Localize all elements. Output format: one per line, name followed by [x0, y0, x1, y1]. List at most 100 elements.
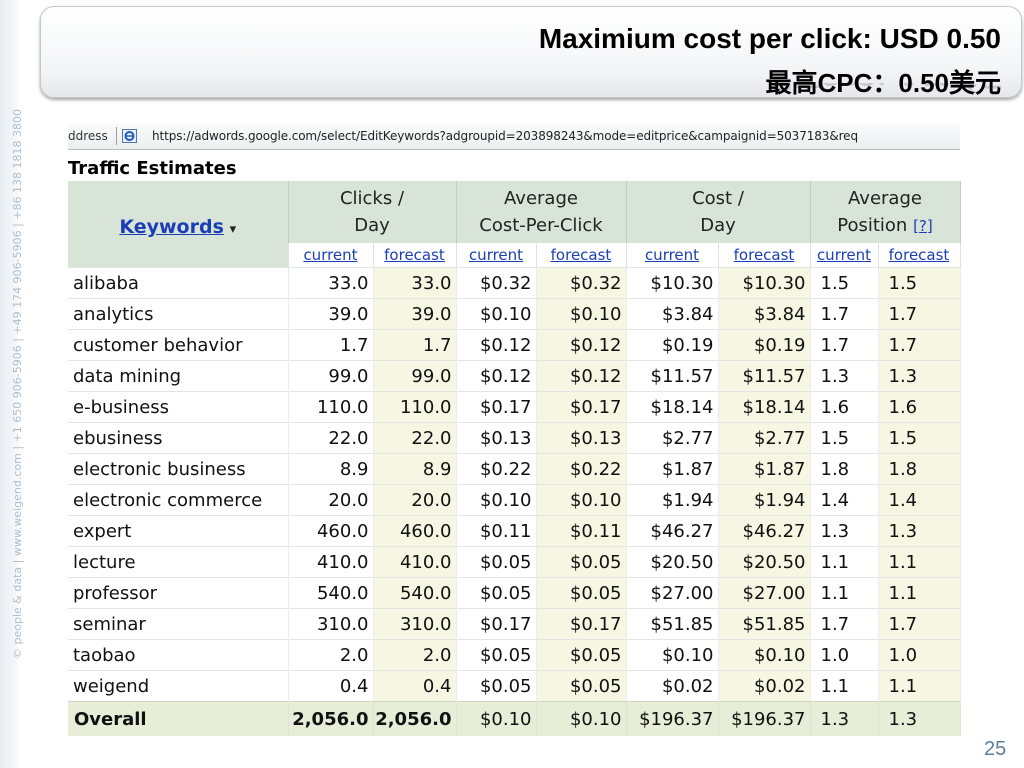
- cpc-current-cell: $0.11: [456, 515, 537, 547]
- clicks-forecast-link[interactable]: forecast: [384, 246, 445, 264]
- cpc-forecast-cell: $0.17: [536, 391, 627, 423]
- position-current-cell: 1.3: [810, 360, 879, 392]
- browser-address-bar: ddress https://adwords.google.com/select…: [68, 124, 960, 150]
- position-forecast-cell: 1.1: [878, 577, 961, 609]
- clicks-forecast-cell: 1.7: [373, 329, 457, 361]
- cost-header-line1: Cost /: [692, 188, 744, 209]
- cpc-forecast-cell: $0.12: [536, 360, 627, 392]
- cpc-current-link[interactable]: current: [468, 246, 524, 264]
- position-current-cell: 1.5: [810, 422, 879, 454]
- clicks-forecast-cell: 99.0: [373, 360, 457, 392]
- address-url: https://adwords.google.com/select/EditKe…: [152, 129, 858, 143]
- slide-title: Maximium cost per click: USD 0.50: [538, 23, 1001, 54]
- position-forecast-cell: 1.7: [878, 608, 961, 640]
- keyword-cell: expert: [68, 515, 289, 547]
- cost-current-cell: $46.27: [626, 515, 719, 547]
- position-forecast-cell: 1.1: [878, 546, 961, 578]
- subheader-cost-forecast: forecast: [718, 243, 811, 268]
- clicks-forecast-cell: 22.0: [373, 422, 457, 454]
- cpc-current-cell: $0.12: [456, 360, 537, 392]
- cpc-forecast-cell: $0.32: [536, 267, 627, 299]
- cost-current-cell: $11.57: [626, 360, 719, 392]
- table-row: taobao 2.0 2.0 $0.05 $0.05 $0.10 $0.10 1.0 1.0: [68, 639, 961, 671]
- address-label: ddress: [68, 129, 108, 143]
- table-row: professor 540.0 540.0 $0.05 $0.05 $27.00 $27.0…: [68, 577, 961, 609]
- cost-forecast-cell: $20.50: [718, 546, 811, 578]
- keyword-cell: electronic business: [68, 453, 289, 485]
- clicks-forecast-cell: 460.0: [373, 515, 457, 547]
- position-current-cell: 1.1: [810, 670, 879, 702]
- position-header-line1: Average: [848, 187, 922, 209]
- position-forecast-cell: 1.7: [878, 298, 961, 330]
- clicks-forecast-cell: 8.9: [373, 453, 457, 485]
- cpc-forecast-cell: $0.05: [536, 577, 627, 609]
- subheader-clicks-current: current: [288, 243, 374, 268]
- position-forecast-cell: 1.5: [878, 422, 961, 454]
- overall-label: Overall: [68, 701, 289, 736]
- cpc-forecast-cell: $0.05: [536, 639, 627, 671]
- position-current-cell: 1.8: [810, 453, 879, 485]
- cost-current-cell: $51.85: [626, 608, 719, 640]
- title-banner: Maximium cost per click: USD 0.50 最高CPC：…: [40, 6, 1022, 98]
- cpc-forecast-cell: $0.05: [536, 546, 627, 578]
- cost-current-link[interactable]: current: [644, 246, 700, 264]
- keyword-cell: alibaba: [68, 267, 289, 299]
- clicks-current-cell: 410.0: [288, 546, 374, 578]
- cpc-forecast-cell: $0.17: [536, 608, 627, 640]
- position-forecast-cell: 1.6: [878, 391, 961, 423]
- keyword-cell: customer behavior: [68, 329, 289, 361]
- clicks-forecast-cell: 110.0: [373, 391, 457, 423]
- cost-current-cell: $1.94: [626, 484, 719, 516]
- clicks-current-cell: 310.0: [288, 608, 374, 640]
- keyword-cell: electronic commerce: [68, 484, 289, 516]
- position-current-cell: 1.1: [810, 577, 879, 609]
- overall-cost-current: $196.37: [626, 701, 719, 736]
- cpc-header-line1: Average: [504, 188, 578, 209]
- cost-current-cell: $18.14: [626, 391, 719, 423]
- clicks-current-cell: 99.0: [288, 360, 374, 392]
- overall-clicks-forecast: 2,056.0: [373, 701, 457, 736]
- position-current-cell: 1.7: [810, 608, 879, 640]
- cost-current-cell: $20.50: [626, 546, 719, 578]
- clicks-forecast-cell: 39.0: [373, 298, 457, 330]
- position-forecast-link[interactable]: forecast: [888, 246, 950, 264]
- copyright-side-text: © people & data | www.weigend.com | +1 6…: [11, 109, 24, 659]
- clicks-current-link[interactable]: current: [303, 246, 358, 264]
- overall-cpc-forecast: $0.10: [536, 701, 627, 736]
- cpc-current-cell: $0.10: [456, 298, 537, 330]
- cost-forecast-cell: $0.10: [718, 639, 811, 671]
- traffic-estimates-title: Traffic Estimates: [68, 158, 237, 179]
- clicks-header-line1: Clicks /: [339, 188, 405, 209]
- clicks-per-day-header: Clicks / Day: [288, 181, 457, 243]
- clicks-current-cell: 22.0: [288, 422, 374, 454]
- table-row: data mining 99.0 99.0 $0.12 $0.12 $11.57 $11.5…: [68, 360, 961, 392]
- slide-subtitle-chinese: 最高CPC：0.50美元: [765, 68, 1002, 98]
- sort-down-icon[interactable]: ▾: [229, 222, 237, 237]
- cpc-forecast-link[interactable]: forecast: [550, 246, 612, 264]
- position-current-cell: 1.1: [810, 546, 879, 578]
- table-body: alibaba 33.0 33.0 $0.32 $0.32 $10.30 $10.30 1.5…: [68, 267, 961, 702]
- cpc-current-cell: $0.05: [456, 546, 537, 578]
- position-current-cell: 1.0: [810, 639, 879, 671]
- subheader-cpc-current: current: [456, 243, 537, 268]
- cpc-forecast-cell: $0.13: [536, 422, 627, 454]
- clicks-current-cell: 20.0: [288, 484, 374, 516]
- position-help-link[interactable]: [?]: [913, 216, 933, 235]
- table-row: seminar 310.0 310.0 $0.17 $0.17 $51.85 $51.85 1…: [68, 608, 961, 640]
- keywords-sort-link[interactable]: Keywords: [119, 216, 224, 238]
- cost-forecast-cell: $1.94: [718, 484, 811, 516]
- subheader-clicks-forecast: forecast: [373, 243, 457, 268]
- cost-forecast-cell: $3.84: [718, 298, 811, 330]
- cpc-current-cell: $0.22: [456, 453, 537, 485]
- position-current-link[interactable]: current: [816, 246, 872, 264]
- cost-forecast-link[interactable]: forecast: [733, 246, 795, 264]
- clicks-forecast-cell: 310.0: [373, 608, 457, 640]
- keyword-cell: data mining: [68, 360, 289, 392]
- cpc-forecast-cell: $0.10: [536, 484, 627, 516]
- avg-position-header: Average Position [?]: [810, 181, 961, 243]
- clicks-current-cell: 2.0: [288, 639, 374, 671]
- avg-cpc-header: Average Cost-Per-Click: [456, 181, 627, 243]
- cost-header-line2: Day: [700, 215, 736, 236]
- cpc-forecast-cell: $0.05: [536, 670, 627, 702]
- cost-per-day-header: Cost / Day: [626, 181, 811, 243]
